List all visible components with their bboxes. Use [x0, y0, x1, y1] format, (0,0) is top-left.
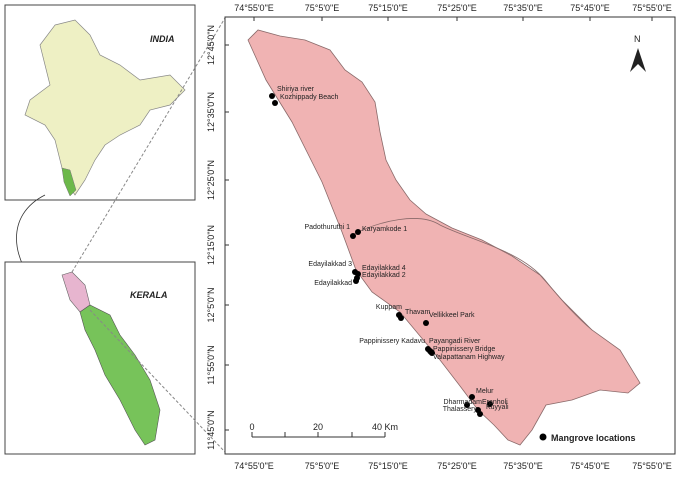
site-marker	[272, 100, 278, 106]
site-label: Melur	[476, 388, 494, 395]
legend-marker	[539, 433, 547, 441]
north-arrow	[630, 48, 646, 72]
longitude-label: 75°55'0"E	[632, 461, 672, 471]
site-marker	[464, 402, 470, 408]
latitude-label: 12°5'0"N	[206, 287, 216, 322]
longitude-label: 74°55'0"E	[234, 3, 274, 13]
site-marker	[398, 315, 404, 321]
site-marker	[350, 233, 356, 239]
north-label: N	[634, 34, 641, 44]
kerala-south-shape	[79, 304, 161, 446]
longitude-label: 75°55'0"E	[632, 3, 672, 13]
site-label: Thalassery	[443, 406, 478, 413]
site-marker	[429, 350, 435, 356]
longitude-label: 75°35'0"E	[503, 461, 543, 471]
latitude-label: 12°25'0"N	[206, 160, 216, 200]
site-label: Valapattanam Highway	[433, 354, 505, 361]
site-label: Edayilakkad 4	[362, 265, 406, 272]
site-label: Edayilakkad	[314, 280, 352, 287]
latitude-label: 12°45'0"N	[206, 25, 216, 65]
longitude-label: 75°25'0"E	[437, 461, 477, 471]
site-label: Kuyyali	[486, 404, 509, 411]
site-label: Kuppam	[376, 304, 402, 311]
zoom-line	[71, 17, 226, 273]
site-label: Thavam	[405, 309, 430, 316]
site-label: Dharmadam	[443, 399, 482, 406]
scale-label: 40 Km	[372, 422, 398, 432]
site-label: Kozhippady Beach	[280, 94, 338, 101]
site-label: Pappinissery Kadavu	[359, 338, 425, 345]
site-marker	[423, 320, 429, 326]
kerala-label: KERALA	[130, 290, 168, 300]
site-label: Shiriya river	[277, 86, 315, 93]
site-label: Padothuruthi 1	[304, 224, 350, 231]
site-marker	[469, 394, 475, 400]
district-boundary	[349, 218, 593, 331]
longitude-label: 75°5'0"E	[305, 3, 340, 13]
zoom-line	[89, 309, 226, 453]
india-shape	[24, 19, 186, 196]
scale-label: 0	[249, 422, 254, 432]
india-kerala-highlight	[61, 167, 77, 197]
latitude-label: 12°35'0"N	[206, 92, 216, 132]
latitude-label: 12°15'0"N	[206, 225, 216, 265]
longitude-label: 75°25'0"E	[437, 3, 477, 13]
scale-label: 20	[313, 422, 323, 432]
longitude-label: 75°5'0"E	[305, 461, 340, 471]
site-marker	[269, 93, 275, 99]
site-label: Eranholi	[482, 399, 508, 406]
longitude-label: 75°15'0"E	[368, 3, 408, 13]
longitude-label: 75°45'0"E	[570, 461, 610, 471]
site-marker	[353, 278, 359, 284]
latitude-label: 11°55'0"N	[206, 345, 216, 384]
site-label: Edayilakkad 2	[362, 272, 406, 279]
longitude-label: 74°55'0"E	[234, 461, 274, 471]
longitude-label: 75°35'0"E	[503, 3, 543, 13]
site-marker	[487, 401, 493, 407]
site-label: Vellikkeel Park	[429, 312, 475, 319]
district-shape	[247, 29, 641, 446]
site-label: Payangadi River	[429, 338, 481, 345]
site-marker	[477, 411, 483, 417]
site-label: Karyamkode 1	[362, 226, 407, 233]
longitude-label: 75°45'0"E	[570, 3, 610, 13]
longitude-label: 75°15'0"E	[368, 461, 408, 471]
india-label: INDIA	[150, 34, 175, 44]
site-label: Edayilakkad 3	[308, 261, 352, 268]
latitude-label: 11°45'0"N	[206, 410, 216, 449]
site-label: Pappinissery Bridge	[433, 346, 495, 353]
legend-label: Mangrove locations	[551, 433, 636, 443]
site-marker	[355, 229, 361, 235]
